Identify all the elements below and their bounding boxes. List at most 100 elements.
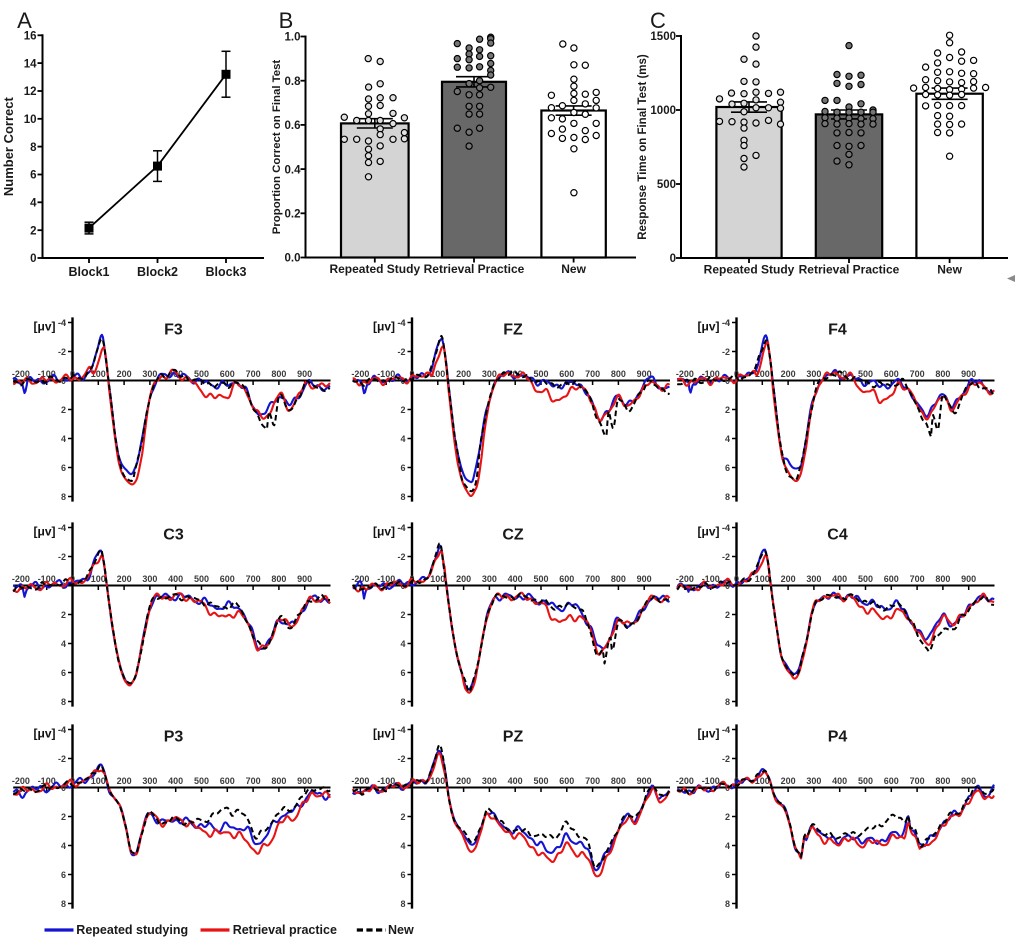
svg-text:[μv]: [μv]: [33, 525, 55, 539]
svg-text:300: 300: [142, 369, 157, 379]
svg-text:0: 0: [409, 369, 414, 379]
svg-text:-4: -4: [722, 725, 730, 735]
svg-text:6: 6: [61, 463, 66, 473]
svg-text:-4: -4: [397, 318, 405, 328]
svg-text:6: 6: [400, 870, 405, 880]
svg-text:[μv]: [μv]: [697, 525, 719, 539]
svg-text:800: 800: [271, 776, 286, 786]
svg-text:FZ: FZ: [503, 322, 523, 339]
svg-text:800: 800: [935, 574, 950, 584]
svg-text:500: 500: [858, 776, 873, 786]
svg-text:4: 4: [725, 841, 730, 851]
svg-text:400: 400: [832, 574, 847, 584]
svg-text:700: 700: [246, 574, 261, 584]
svg-text:700: 700: [585, 776, 600, 786]
svg-text:Retrieval practice: Retrieval practice: [233, 923, 337, 937]
svg-text:2: 2: [61, 405, 66, 415]
svg-text:0.8: 0.8: [285, 76, 302, 88]
svg-text:12: 12: [24, 86, 37, 98]
svg-text:0: 0: [61, 376, 66, 386]
svg-text:A: A: [17, 8, 32, 33]
svg-text:C3: C3: [163, 527, 184, 544]
svg-text:900: 900: [297, 776, 312, 786]
svg-text:400: 400: [508, 776, 523, 786]
svg-text:Repeated Study: Repeated Study: [704, 263, 795, 277]
svg-text:900: 900: [637, 776, 652, 786]
svg-text:1500: 1500: [650, 31, 676, 43]
svg-text:-4: -4: [58, 318, 66, 328]
svg-text:6: 6: [725, 463, 730, 473]
svg-text:-4: -4: [722, 523, 730, 533]
svg-text:4: 4: [30, 198, 37, 210]
svg-text:-4: -4: [397, 725, 405, 735]
svg-text:300: 300: [806, 776, 821, 786]
svg-text:300: 300: [482, 776, 497, 786]
svg-text:100: 100: [430, 574, 445, 584]
svg-text:600: 600: [884, 776, 899, 786]
svg-text:8: 8: [400, 492, 405, 502]
svg-text:4: 4: [61, 639, 66, 649]
svg-text:-4: -4: [722, 318, 730, 328]
svg-text:4: 4: [61, 434, 66, 444]
svg-text:0: 0: [734, 574, 739, 584]
svg-text:-2: -2: [722, 754, 730, 764]
svg-text:[μv]: [μv]: [33, 320, 55, 334]
svg-text:8: 8: [400, 899, 405, 909]
svg-text:500: 500: [194, 776, 209, 786]
svg-text:900: 900: [297, 574, 312, 584]
svg-text:PZ: PZ: [503, 729, 524, 746]
svg-text:600: 600: [884, 574, 899, 584]
svg-text:0: 0: [70, 369, 75, 379]
svg-text:900: 900: [637, 369, 652, 379]
svg-text:4: 4: [725, 434, 730, 444]
svg-text:700: 700: [246, 369, 261, 379]
svg-text:-2: -2: [722, 347, 730, 357]
svg-text:900: 900: [637, 574, 652, 584]
svg-text:8: 8: [61, 697, 66, 707]
svg-text:800: 800: [271, 369, 286, 379]
svg-text:500: 500: [533, 776, 548, 786]
svg-text:600: 600: [884, 369, 899, 379]
svg-text:500: 500: [194, 574, 209, 584]
svg-text:-4: -4: [722, 725, 730, 735]
svg-text:2: 2: [400, 610, 405, 620]
svg-text:200: 200: [781, 369, 796, 379]
svg-text:600: 600: [220, 574, 235, 584]
svg-text:500: 500: [858, 369, 873, 379]
svg-text:6: 6: [400, 668, 405, 678]
svg-text:300: 300: [806, 369, 821, 379]
svg-text:P3: P3: [164, 729, 184, 746]
svg-text:-4: -4: [397, 725, 405, 735]
svg-text:-100: -100: [702, 776, 720, 786]
svg-text:-100: -100: [377, 776, 395, 786]
svg-text:0: 0: [670, 253, 676, 265]
svg-text:600: 600: [220, 776, 235, 786]
svg-text:[μv]: [μv]: [373, 320, 395, 334]
svg-text:100: 100: [91, 369, 106, 379]
svg-text:Block2: Block2: [137, 265, 178, 279]
svg-text:8: 8: [61, 899, 66, 909]
svg-text:900: 900: [961, 369, 976, 379]
svg-text:2: 2: [61, 610, 66, 620]
svg-text:Retrieval Practice: Retrieval Practice: [424, 262, 525, 276]
svg-text:-100: -100: [38, 776, 56, 786]
svg-text:400: 400: [832, 369, 847, 379]
svg-text:300: 300: [142, 574, 157, 584]
svg-text:700: 700: [585, 574, 600, 584]
svg-text:-2: -2: [58, 754, 66, 764]
svg-text:0: 0: [734, 369, 739, 379]
svg-text:New: New: [937, 263, 962, 277]
svg-text:500: 500: [533, 369, 548, 379]
svg-text:-4: -4: [397, 318, 405, 328]
svg-text:200: 200: [456, 369, 471, 379]
svg-text:4: 4: [61, 841, 66, 851]
svg-text:200: 200: [781, 776, 796, 786]
svg-text:8: 8: [30, 142, 37, 154]
svg-text:-2: -2: [397, 347, 405, 357]
svg-text:-4: -4: [397, 523, 405, 533]
svg-text:Response Time on Final Test (m: Response Time on Final Test (ms): [637, 54, 649, 240]
svg-text:2: 2: [400, 812, 405, 822]
svg-text:800: 800: [271, 574, 286, 584]
svg-text:200: 200: [117, 369, 132, 379]
svg-text:500: 500: [533, 574, 548, 584]
